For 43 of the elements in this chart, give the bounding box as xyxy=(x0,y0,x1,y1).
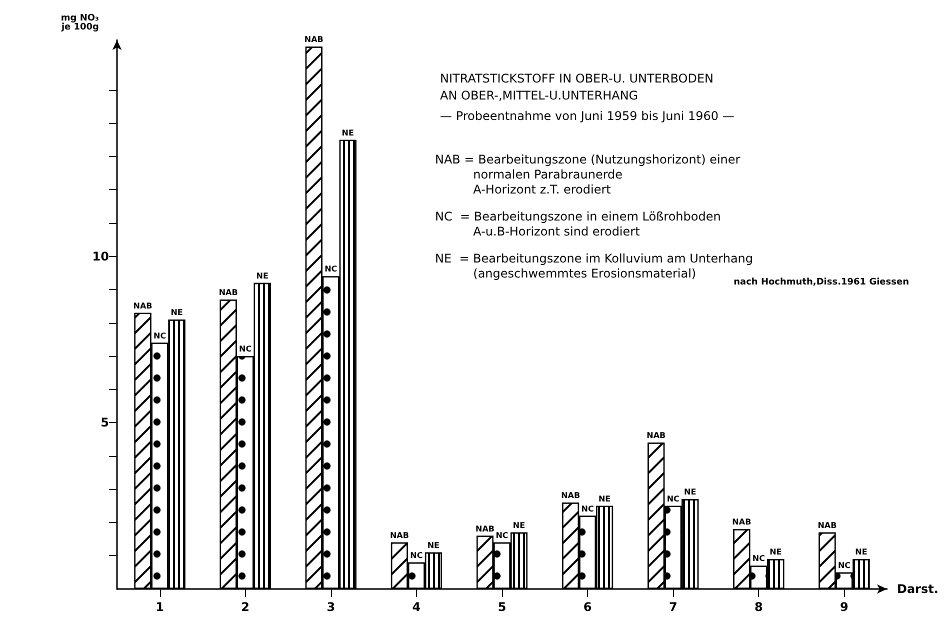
text: NAB xyxy=(818,520,837,530)
text: NAB xyxy=(476,524,494,534)
text: NAB xyxy=(304,35,324,44)
text: NC xyxy=(581,504,594,514)
y-tick-label: 10 xyxy=(92,249,109,264)
x-tick-label: 3 xyxy=(326,600,336,614)
x-tick-label: 5 xyxy=(498,600,506,614)
text: NAB xyxy=(133,301,152,310)
annotation: NAB = Bearbeitungszone (Nutzungshorizont) einer normalen Parabraunerde A-Horizont z.T. erodiert xyxy=(435,152,740,196)
x-tick-label: 7 xyxy=(668,600,678,614)
text: NC xyxy=(496,530,508,540)
text: NE xyxy=(855,548,868,557)
text: NE xyxy=(427,540,440,550)
text: NAB xyxy=(646,431,666,440)
text: NC xyxy=(838,560,851,570)
text: NE xyxy=(770,548,782,557)
text: NE xyxy=(598,494,611,504)
series-label: NAB xyxy=(561,490,580,500)
text: NE xyxy=(684,488,696,497)
series-label: NC xyxy=(752,554,766,564)
y-axis-title: mg NO₃ je 100g xyxy=(60,14,100,32)
text: NAB xyxy=(390,530,409,540)
x-tick-label: 9 xyxy=(840,600,848,614)
text: NC xyxy=(410,550,423,560)
text: NC xyxy=(324,264,338,274)
text: NAB xyxy=(218,288,238,298)
text: NC xyxy=(666,494,680,504)
x-tick-label: 4 xyxy=(412,600,421,614)
text: NE xyxy=(256,271,268,280)
x-tick-label: 6 xyxy=(583,600,592,614)
text: NE xyxy=(512,520,526,530)
x-tick-label: 1 xyxy=(156,600,164,614)
x-tick-label: 8 xyxy=(754,600,763,614)
text: NAB xyxy=(732,518,752,527)
series-label: NE xyxy=(170,308,183,317)
text: NITRATSTICKSTOFF IN OBER-U. UNTERBODEN AN OBER-,MITTEL-U.UNTERHANG xyxy=(440,72,714,102)
x-tick-label: 2 xyxy=(241,600,250,614)
text: NC xyxy=(153,331,166,340)
text: NC xyxy=(239,344,252,354)
text: NE xyxy=(342,128,354,138)
x-axis-title: Darst. xyxy=(897,582,938,596)
annotation: NC = Bearbeitungszone in einem Lößrohboden A-u.B-Horizont sind erodiert xyxy=(435,210,721,238)
text: — Probeentnahme von Juni 1959 bis Juni 1960 — xyxy=(440,109,734,123)
